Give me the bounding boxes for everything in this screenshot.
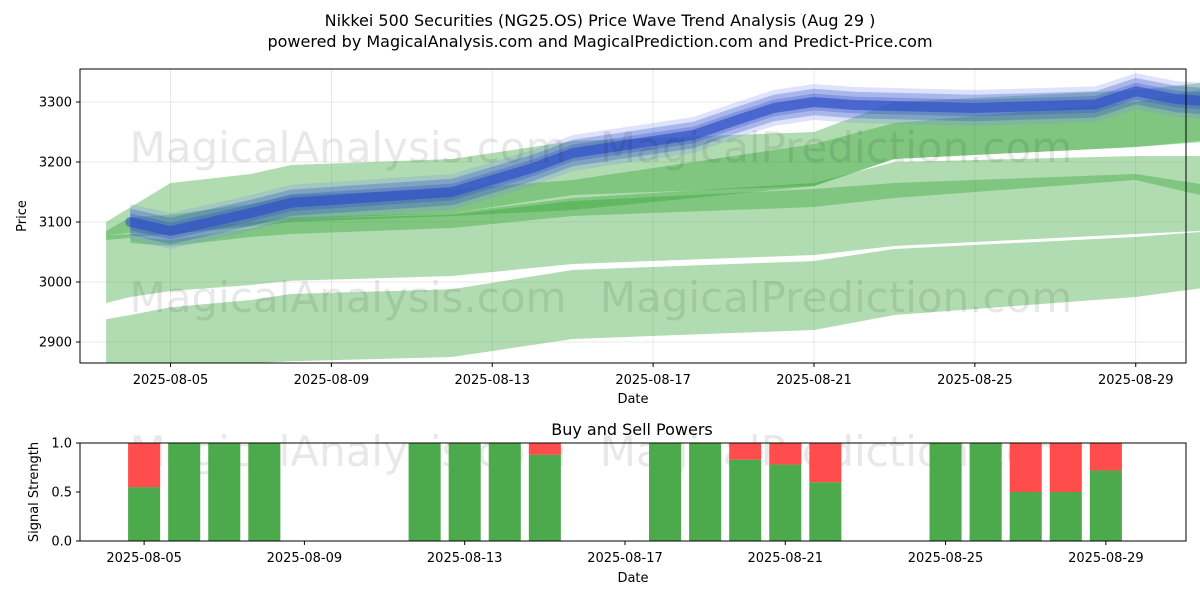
signal-x-tick-label: 2025-08-25 bbox=[908, 551, 984, 566]
buy-bar bbox=[649, 443, 682, 541]
price-x-tick-label: 2025-08-17 bbox=[615, 373, 691, 388]
watermark-analysis-top: MagicalAnalysis.com bbox=[130, 123, 567, 172]
price-x-tick-label: 2025-08-29 bbox=[1098, 373, 1174, 388]
buy-bar bbox=[769, 464, 802, 541]
price-y-tick-label: 3300 bbox=[39, 96, 72, 111]
signal-axes: 2025-08-05 2025-08-09 2025-08-13 2025-08-17… bbox=[51, 437, 1143, 567]
price-plot: MagicalAnalysis.com MagicalPrediction.co… bbox=[15, 68, 1200, 407]
price-y-label: Price bbox=[15, 200, 30, 232]
signal-title: Buy and Sell Powers bbox=[551, 420, 713, 439]
sell-bar bbox=[128, 443, 161, 488]
band-mid-dark bbox=[130, 174, 1200, 246]
buy-bar bbox=[528, 454, 561, 541]
sell-bar bbox=[769, 443, 802, 465]
sell-bar bbox=[528, 443, 561, 455]
watermark-prediction-bottom: MagicalPrediction.com bbox=[600, 273, 1073, 322]
buy-bar bbox=[1009, 492, 1042, 541]
sell-bar bbox=[809, 443, 842, 483]
signal-y-tick-label: 0.0 bbox=[51, 535, 72, 550]
buy-bar bbox=[1089, 470, 1122, 541]
signal-x-tick-label: 2025-08-29 bbox=[1068, 551, 1144, 566]
signal-y-tick-label: 1.0 bbox=[51, 437, 72, 452]
price-y-tick-label: 3200 bbox=[39, 156, 72, 171]
signal-x-label: Date bbox=[617, 571, 648, 586]
buy-bar bbox=[488, 443, 521, 541]
price-grid bbox=[80, 69, 1186, 363]
wave-band bbox=[130, 78, 1200, 245]
sell-bar bbox=[1049, 443, 1082, 492]
chart-title-line2: powered by MagicalAnalysis.com and Magic… bbox=[267, 32, 932, 51]
buy-bar bbox=[128, 487, 161, 541]
chart-title-line1: Nikkei 500 Securities (NG25.OS) Price Wa… bbox=[325, 11, 876, 30]
signal-x-tick-label: 2025-08-09 bbox=[267, 551, 343, 566]
price-y-tick-label: 3100 bbox=[39, 216, 72, 231]
buy-bar bbox=[208, 443, 241, 541]
price-y-tick-label: 3000 bbox=[39, 276, 72, 291]
signal-plot: Buy and Sell Powers MagicalAnalysis.com … bbox=[27, 420, 1187, 586]
price-x-tick-label: 2025-08-13 bbox=[454, 373, 530, 388]
buy-bar bbox=[969, 443, 1002, 541]
sell-bar bbox=[1089, 443, 1122, 471]
price-wave bbox=[125, 73, 1200, 249]
buy-bar bbox=[929, 443, 962, 541]
watermark-prediction-top: MagicalPrediction.com bbox=[600, 123, 1073, 172]
signal-y-label: Signal Strength bbox=[27, 442, 42, 542]
price-x-tick-label: 2025-08-21 bbox=[776, 373, 852, 388]
buy-bar bbox=[1049, 492, 1082, 541]
price-x-label: Date bbox=[617, 392, 648, 407]
signal-plot-frame bbox=[79, 442, 1187, 542]
buy-bar bbox=[168, 443, 201, 541]
signal-x-tick-label: 2025-08-05 bbox=[106, 551, 182, 566]
buy-bar bbox=[448, 443, 481, 541]
buy-bar bbox=[248, 443, 281, 541]
price-y-tick-label: 2900 bbox=[39, 336, 72, 351]
price-x-tick-label: 2025-08-05 bbox=[133, 373, 209, 388]
band-lower bbox=[106, 232, 1200, 363]
watermark-analysis-bottom: MagicalAnalysis.com bbox=[130, 273, 567, 322]
sell-bar bbox=[729, 443, 762, 460]
band-mid bbox=[106, 156, 1200, 303]
signal-y-tick-label: 0.5 bbox=[51, 486, 72, 501]
wave-center-line bbox=[125, 86, 1200, 236]
wave-band bbox=[130, 73, 1200, 249]
signal-x-tick-label: 2025-08-17 bbox=[587, 551, 663, 566]
buy-bar bbox=[809, 482, 842, 541]
price-axes: 2025-08-05 2025-08-09 2025-08-13 2025-08-17… bbox=[39, 96, 1174, 389]
price-plot-frame bbox=[79, 68, 1187, 364]
buy-bar bbox=[689, 443, 722, 541]
buy-bar bbox=[729, 459, 762, 541]
signal-bars bbox=[128, 443, 1122, 541]
signal-x-tick-label: 2025-08-21 bbox=[747, 551, 823, 566]
buy-bar bbox=[408, 443, 441, 541]
price-x-tick-label: 2025-08-25 bbox=[937, 373, 1013, 388]
price-x-tick-label: 2025-08-09 bbox=[294, 373, 370, 388]
sell-bar bbox=[1009, 443, 1042, 492]
signal-x-tick-label: 2025-08-13 bbox=[427, 551, 503, 566]
